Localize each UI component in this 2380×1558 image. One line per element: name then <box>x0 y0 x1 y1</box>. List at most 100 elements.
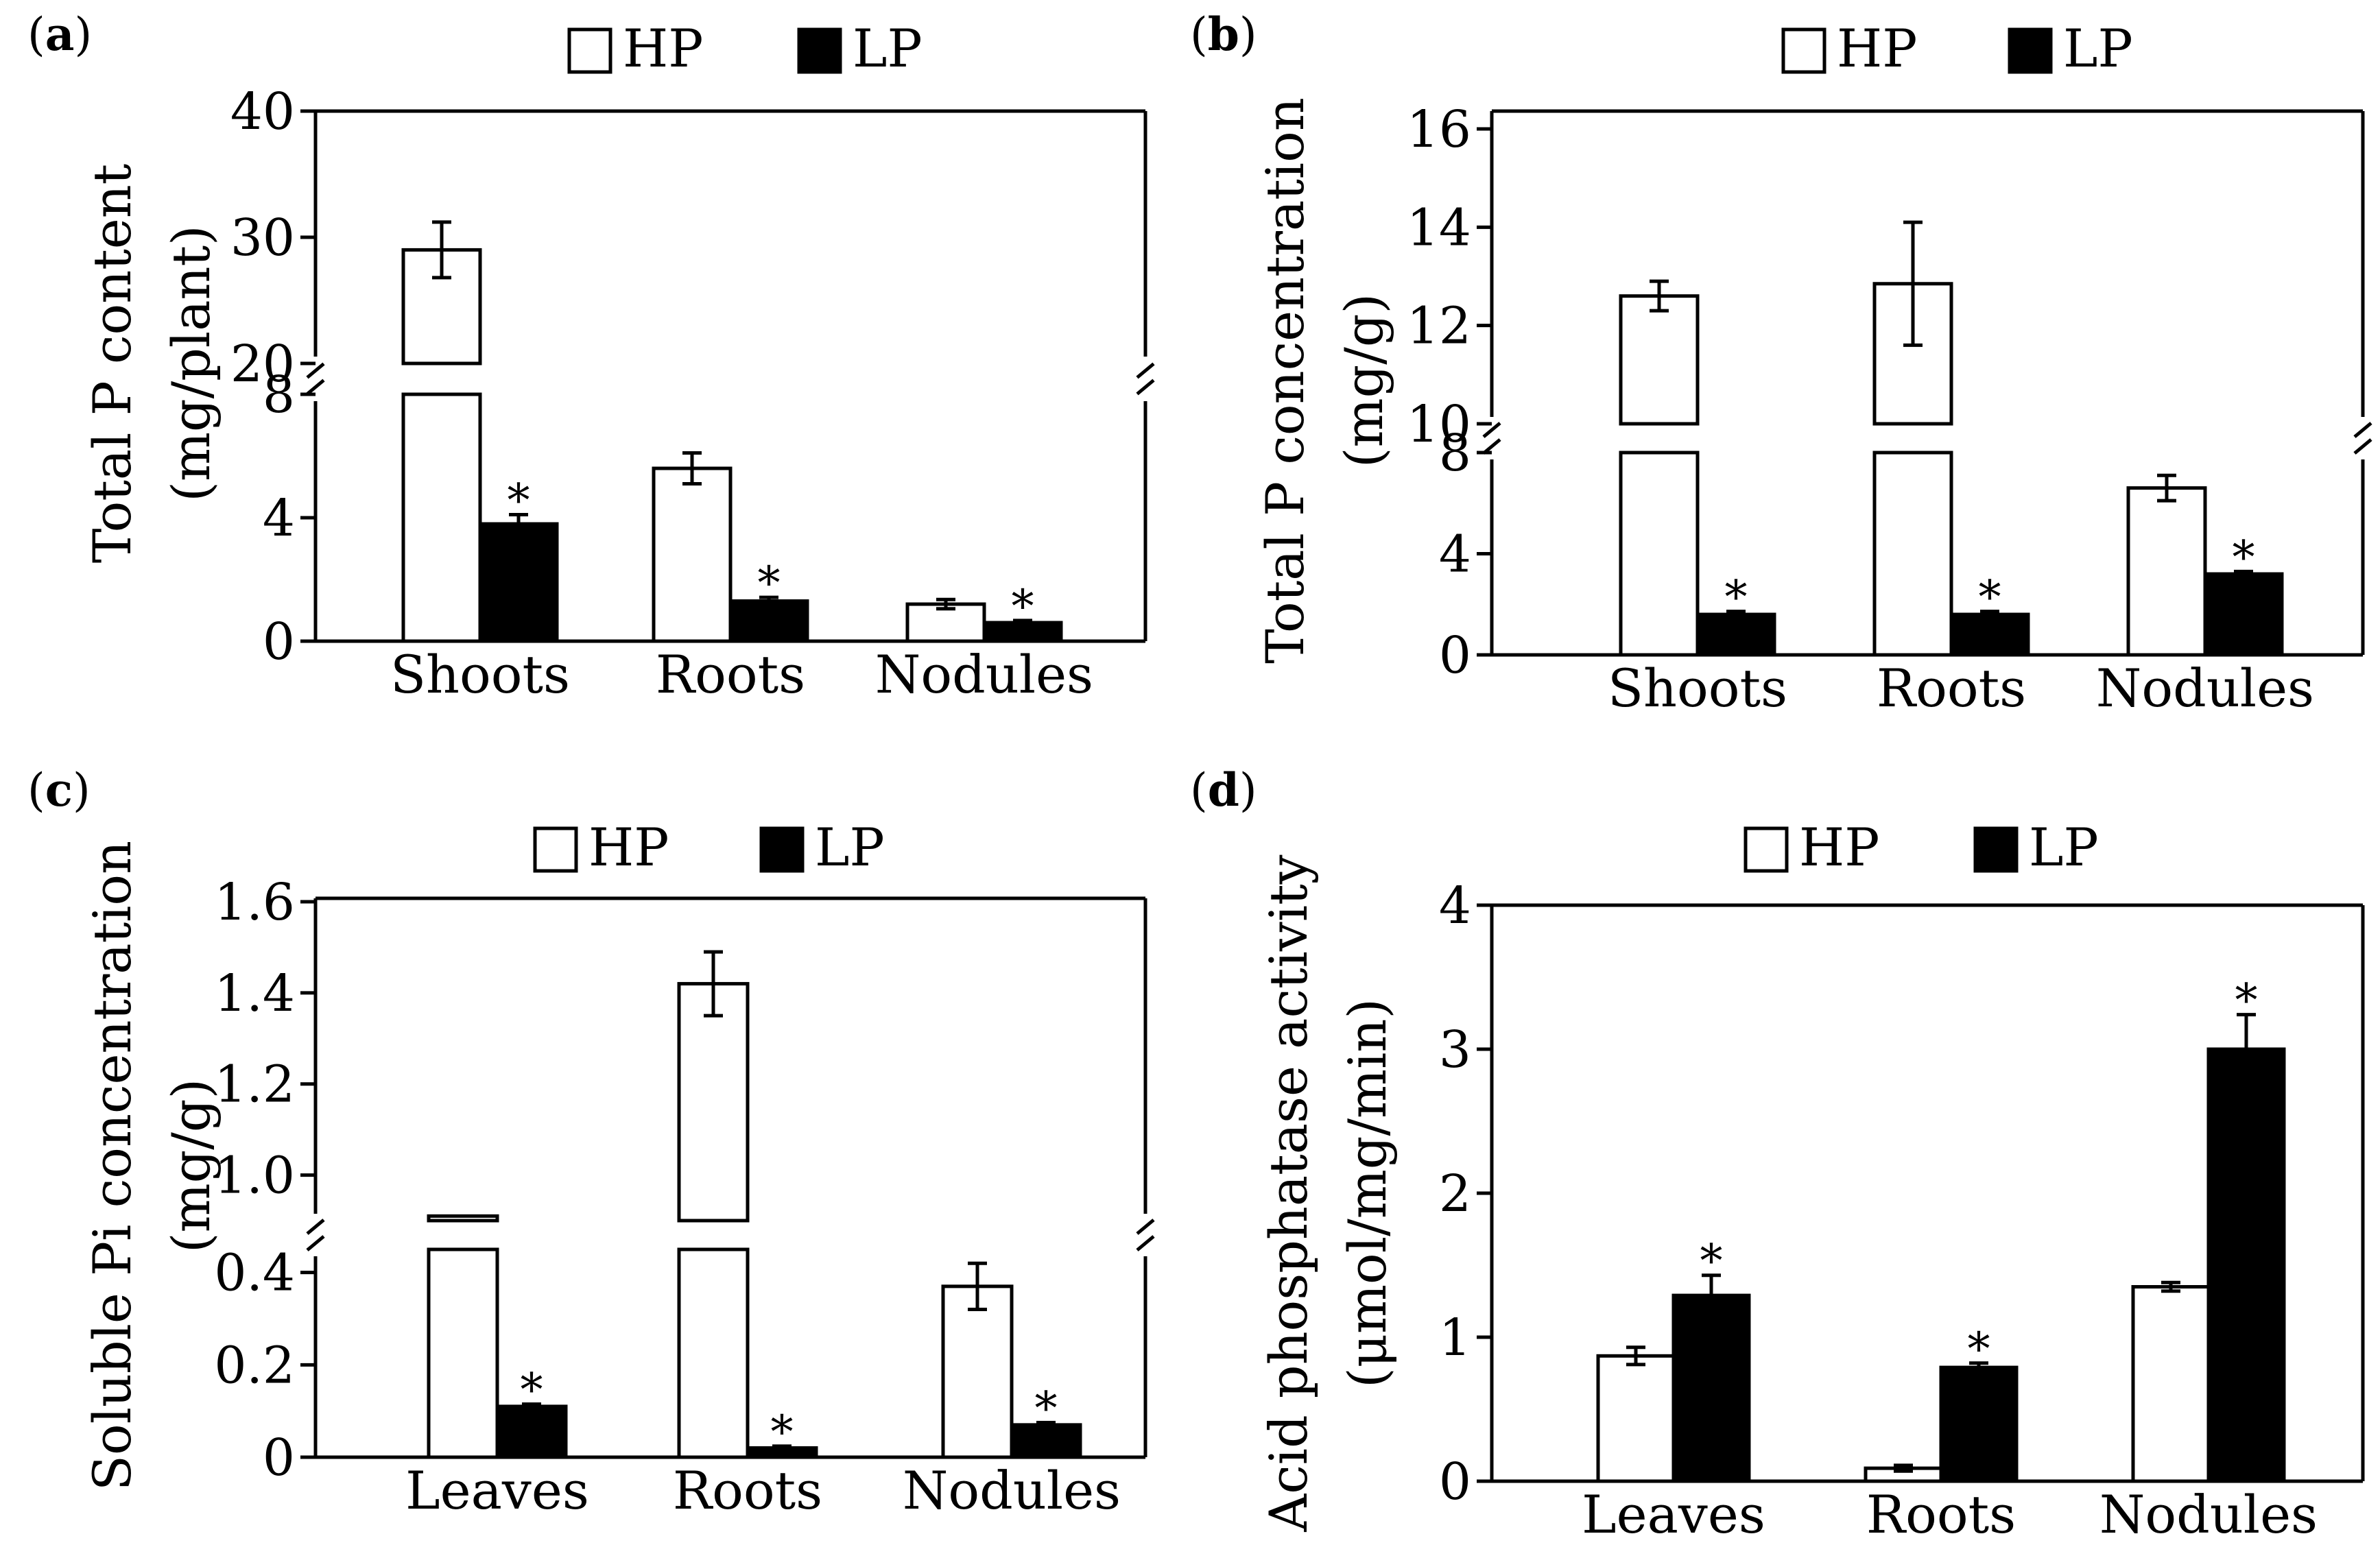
legend-lp-label: LP <box>2063 18 2133 79</box>
significance-mark: * <box>1035 1382 1058 1435</box>
legend-hp-label: HP <box>623 18 703 79</box>
axis-break-mark-left-lower <box>306 379 325 396</box>
x-tick-label: Roots <box>1877 658 2026 719</box>
y-axis-unit-label: (mg/plant) <box>160 225 222 501</box>
y-tick-label: 1.2 <box>214 1055 295 1114</box>
bar-hp-lower <box>1872 451 1953 657</box>
bar-lp <box>2203 572 2284 657</box>
bar-lp <box>478 522 559 643</box>
axis-break-mark-left-upper <box>306 1219 325 1235</box>
y-tick-label: 40 <box>230 82 295 141</box>
significance-mark: * <box>1968 1323 1990 1376</box>
significance-mark: * <box>521 1364 543 1417</box>
y-tick-label: 4 <box>1439 876 1471 935</box>
bar-lp <box>1671 1293 1751 1483</box>
significance-mark: * <box>508 475 530 527</box>
legend-hp-label: HP <box>1799 817 1879 878</box>
bar-hp <box>2126 486 2207 657</box>
bar-hp-lower <box>427 1247 499 1459</box>
x-tick-label: Nodules <box>2096 658 2314 719</box>
y-tick-label: 0 <box>263 612 295 671</box>
significance-mark: * <box>1725 571 1748 624</box>
y-tick-label: 14 <box>1407 198 1471 257</box>
significance-mark: * <box>2233 531 2255 584</box>
y-tick-label: 0 <box>1439 1452 1471 1511</box>
legend-hp-swatch <box>533 826 578 873</box>
y-tick-label: 4 <box>263 489 295 548</box>
bar-hp-lower <box>1619 451 1700 657</box>
legend-lp-swatch <box>797 27 842 74</box>
bar-lp <box>728 599 809 643</box>
axis-break-mark-right-lower <box>2353 438 2372 455</box>
y-tick-label: 2 <box>1439 1164 1471 1223</box>
bar-lp <box>495 1404 568 1459</box>
y-tick-label: 8 <box>263 365 295 424</box>
bar-hp <box>1596 1354 1676 1483</box>
bar-hp-lower <box>677 1247 750 1459</box>
legend-lp-label: LP <box>853 18 923 79</box>
y-tick-label: 1.6 <box>214 873 295 932</box>
y-tick-label: 1 <box>1439 1308 1471 1367</box>
x-tick-label: Shoots <box>390 644 570 705</box>
x-tick-label: Roots <box>656 644 805 705</box>
y-tick-label: 0.4 <box>214 1244 295 1303</box>
panel-label: (c) <box>27 763 91 817</box>
significance-mark: * <box>1700 1235 1723 1288</box>
legend-hp-swatch <box>1744 826 1789 873</box>
legend-hp-label: HP <box>588 817 669 878</box>
panel-label: (d) <box>1190 763 1257 817</box>
bar-lp <box>1010 1423 1082 1459</box>
x-tick-label: Roots <box>673 1460 822 1521</box>
bar-lp <box>2206 1047 2286 1483</box>
panel-c: (c) HP LP Soluble Pi concentration (mg/g) 0 0.… <box>27 763 1155 1521</box>
significance-mark: * <box>2235 974 2258 1027</box>
axis-break-mark-right-upper <box>1136 1219 1155 1235</box>
y-tick-label: 0 <box>1439 626 1471 685</box>
bar-lp <box>1695 612 1776 657</box>
legend-hp-label: HP <box>1837 18 1917 79</box>
axis-break-mark-left-upper <box>1482 422 1501 438</box>
y-tick-label: 1.0 <box>214 1147 295 1206</box>
y-axis-unit-label: (μmol/mg/min) <box>1337 998 1398 1388</box>
axis-break-mark-left-upper <box>306 362 325 379</box>
y-tick-label: 12 <box>1407 297 1471 356</box>
y-axis-label: Soluble Pi concentration <box>82 841 143 1491</box>
y-tick-label: 10 <box>1407 395 1471 454</box>
legend-lp-swatch <box>1973 826 2019 873</box>
axis-break-mark-right-lower <box>1136 1235 1155 1251</box>
bar-hp <box>941 1284 1014 1459</box>
y-axis-label: Total P concentration <box>1254 97 1316 664</box>
legend-lp-swatch <box>759 826 805 873</box>
bar-hp-upper <box>1619 294 1700 426</box>
bar-hp-upper <box>427 1214 499 1223</box>
significance-mark: * <box>1979 571 2001 624</box>
x-tick-label: Roots <box>1866 1484 2016 1545</box>
bar-hp <box>652 466 733 643</box>
axis-break-mark-left-lower <box>306 1235 325 1251</box>
bar-lp <box>1939 1365 2019 1483</box>
y-axis-unit-label: (mg/g) <box>160 1079 222 1253</box>
legend-lp-label: LP <box>815 817 885 878</box>
y-tick-label: 4 <box>1439 525 1471 584</box>
x-tick-label: Nodules <box>2099 1484 2318 1545</box>
legend-lp-label: LP <box>2029 817 2099 878</box>
y-axis-unit-label: (mg/g) <box>1333 293 1394 468</box>
axis-break-mark-right-upper <box>1136 362 1155 379</box>
axis-break-mark-right-upper <box>2353 422 2372 438</box>
y-tick-label: 20 <box>230 335 295 394</box>
legend-hp-swatch <box>567 27 612 74</box>
x-tick-label: Leaves <box>405 1460 589 1521</box>
significance-mark: * <box>771 1406 794 1459</box>
y-tick-label: 3 <box>1439 1020 1471 1079</box>
legend-lp-swatch <box>2008 27 2053 74</box>
x-tick-label: Leaves <box>1582 1484 1765 1545</box>
x-tick-label: Nodules <box>903 1460 1121 1521</box>
panel-a: (a) HP LP Total P content (mg/plant) 0 4 820 30 4… <box>27 8 1155 705</box>
x-tick-label: Shoots <box>1608 658 1787 719</box>
y-tick-label: 1.4 <box>214 964 295 1023</box>
y-tick-label: 16 <box>1407 100 1471 159</box>
bar-hp <box>2131 1285 2211 1483</box>
bar-hp-lower <box>401 392 482 643</box>
y-axis-label: Total P content <box>82 164 143 563</box>
